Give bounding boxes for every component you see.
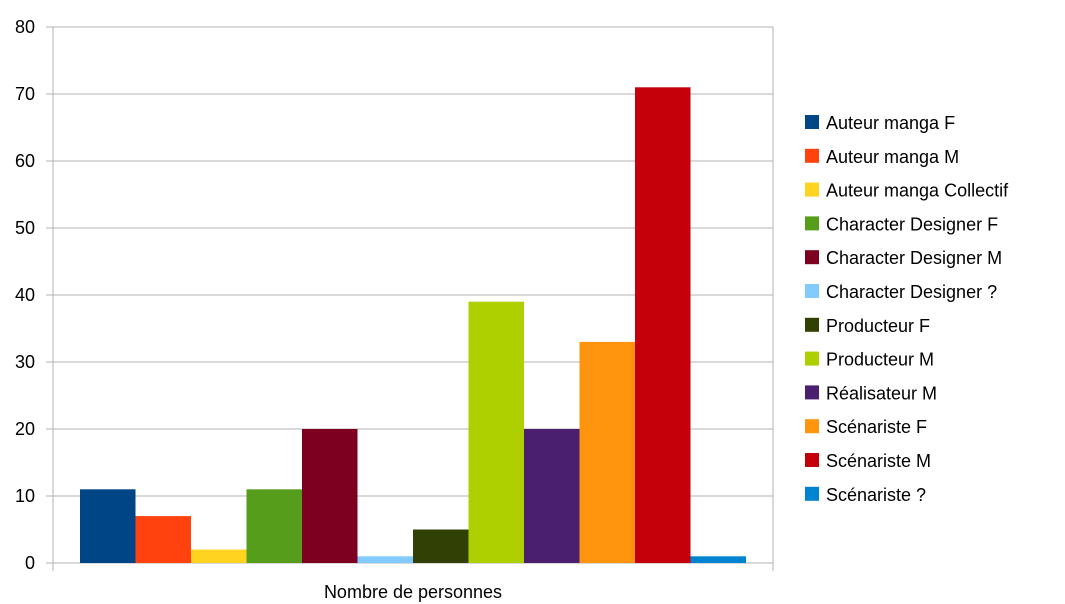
- legend-label: Character Designer M: [826, 248, 1002, 268]
- y-tick-label: 60: [15, 151, 35, 171]
- legend-label: Character Designer F: [826, 214, 998, 234]
- legend-swatch: [805, 284, 819, 298]
- legend-swatch: [805, 453, 819, 467]
- bar: Auteur manga Collectif: 2: [191, 549, 247, 563]
- bar: Scénariste F: 33: [579, 341, 635, 563]
- legend-label: Scénariste ?: [826, 485, 926, 505]
- bar: Auteur manga M: 7: [135, 516, 191, 563]
- axis-labels: 0 10 20 30 40 50 60 70 80 Nombre de personnes: [15, 17, 502, 602]
- legend-label: Character Designer ?: [826, 282, 997, 302]
- gridlines: [53, 26, 773, 497]
- y-tick-label: 80: [15, 17, 35, 37]
- legend-label: Réalisateur M: [826, 383, 937, 403]
- bar: Character Designer F: 11: [246, 489, 302, 563]
- y-tick-label: 30: [15, 352, 35, 372]
- y-tick-label: 40: [15, 285, 35, 305]
- y-tick-label: 0: [25, 553, 35, 573]
- legend-label: Scénariste F: [826, 417, 927, 437]
- bars: Auteur manga F: 11Auteur manga M: 7Auteu…: [80, 87, 746, 564]
- legend-swatch: [805, 115, 819, 129]
- bar: Character Designer ?: 1: [357, 556, 413, 563]
- legend-swatch: [805, 351, 819, 366]
- bar: Scénariste M: 71: [635, 87, 691, 564]
- legend: Auteur manga F Auteur manga M Auteur manga…: [805, 113, 1009, 505]
- bar: Producteur F: 5: [413, 529, 469, 563]
- bar: Producteur M: 39: [468, 301, 524, 563]
- legend-swatch: [805, 148, 819, 163]
- legend-swatch: [805, 486, 819, 501]
- legend-label: Auteur manga F: [826, 113, 955, 133]
- x-category-label: Nombre de personnes: [324, 582, 502, 602]
- bar: Scénariste ?: 1: [690, 556, 746, 563]
- y-tick-label: 10: [15, 486, 35, 506]
- legend-label: Producteur F: [826, 316, 930, 336]
- legend-label: Auteur manga M: [826, 147, 959, 167]
- legend-swatch: [805, 385, 819, 400]
- y-tick-label: 20: [15, 419, 35, 439]
- legend-swatch: [805, 216, 819, 231]
- legend-swatch: [805, 317, 819, 332]
- bar: Character Designer M: 20: [302, 429, 358, 563]
- legend-label: Producteur M: [826, 350, 934, 370]
- legend-label: Scénariste M: [826, 451, 931, 471]
- bar: Auteur manga F: 11: [80, 489, 136, 563]
- legend-swatch: [805, 250, 819, 265]
- y-tick-label: 50: [15, 218, 35, 238]
- legend-label: Auteur manga Collectif: [826, 181, 1009, 201]
- bar: Réalisateur M: 20: [524, 429, 580, 563]
- legend-swatch: [805, 419, 819, 434]
- y-tick-label: 70: [15, 84, 35, 104]
- legend-swatch: [805, 182, 819, 197]
